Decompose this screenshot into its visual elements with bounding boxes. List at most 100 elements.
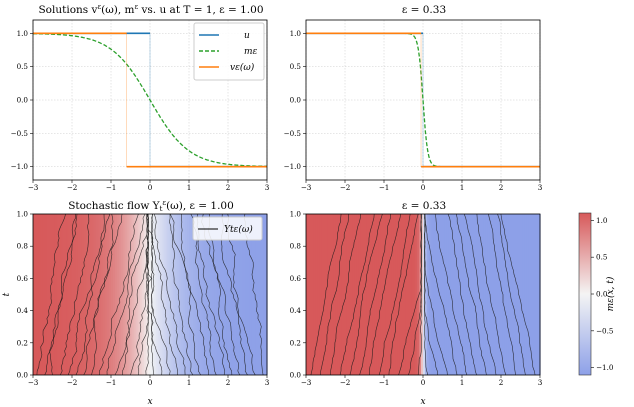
field-cell: [70, 214, 73, 375]
field-cell: [161, 214, 165, 375]
series-m-line: [33, 33, 267, 167]
flow-line: [320, 213, 350, 376]
field-cell: [438, 214, 442, 375]
field-cell: [237, 214, 241, 375]
x-tick-label: 2: [226, 378, 231, 387]
field-cell: [255, 214, 258, 375]
field-cell: [79, 214, 83, 375]
field-cell: [458, 214, 461, 375]
field-cell: [380, 214, 383, 375]
field-cell: [502, 214, 506, 375]
field-cell: [42, 214, 46, 375]
flow-line: [330, 213, 361, 376]
field-cell: [350, 214, 354, 375]
flow-line: [60, 213, 90, 376]
bottom-right-title: ε = 0.33: [402, 200, 446, 212]
field-cell: [263, 214, 266, 375]
field-cell: [241, 214, 245, 375]
field-cell: [206, 214, 210, 375]
y-tick-label: 0.0: [17, 371, 29, 380]
field-cell: [321, 214, 325, 375]
field-cell: [411, 214, 414, 375]
flow-line: [75, 213, 105, 376]
field-cell: [415, 214, 418, 375]
field-cell: [339, 214, 342, 375]
field-cell: [391, 214, 395, 375]
y-tick-label: 1.0: [290, 210, 302, 219]
field-cell: [177, 214, 180, 375]
field-cell: [348, 214, 352, 375]
field-cell: [222, 214, 225, 375]
field-cell: [265, 214, 268, 375]
field-cell: [487, 214, 490, 375]
field-cell: [329, 214, 332, 375]
field-cell: [514, 214, 518, 375]
field-cell: [526, 214, 529, 375]
field-cell: [358, 214, 362, 375]
field-cell: [136, 214, 139, 375]
field-cell: [452, 214, 455, 375]
x-tick-label: −3: [28, 183, 39, 192]
top-right-plot: −3 −2 −1 0 1 2 3 −1.0 −0.5 0.0 0.5 1.0: [284, 19, 543, 192]
x-tick-label: 0: [421, 183, 426, 192]
x-axis-label: x: [420, 397, 425, 407]
field-cell: [444, 214, 447, 375]
flow-line: [153, 213, 186, 376]
field-cell: [409, 214, 412, 375]
field-cell: [460, 214, 463, 375]
field-cell: [395, 214, 399, 375]
field-cell: [335, 214, 338, 375]
field-cell: [384, 214, 387, 375]
field-cell: [48, 214, 52, 375]
legend-flow-label: Ytε(ω): [224, 224, 253, 235]
field-cell: [325, 214, 329, 375]
field-cell: [407, 214, 410, 375]
bottom-left-legend: Ytε(ω): [192, 216, 263, 241]
field-cell: [477, 214, 481, 375]
colorbar-tick-label: −1.0: [596, 363, 614, 372]
x-tick-label: −1: [379, 378, 390, 387]
field-cell: [251, 214, 254, 375]
field-cell: [208, 214, 212, 375]
field-cell: [194, 214, 198, 375]
field-cell: [212, 214, 215, 375]
flow-line: [146, 213, 171, 376]
field-cell: [538, 214, 541, 375]
y-tick-label: 0.8: [17, 242, 29, 251]
y-tick-label: 0.2: [290, 338, 301, 347]
field-cell: [126, 214, 130, 375]
field-cell: [421, 214, 424, 375]
flow-line: [196, 213, 226, 376]
flow-line: [169, 213, 194, 376]
field-cell: [218, 214, 221, 375]
y-tick-label: 0.5: [290, 62, 302, 71]
field-cell: [430, 214, 434, 375]
field-cell: [157, 214, 161, 375]
y-tick-label: 1.0: [17, 29, 29, 38]
flow-line: [310, 213, 342, 376]
field-cell: [501, 214, 504, 375]
field-cell: [111, 214, 114, 375]
y-tick-label: −0.5: [284, 129, 302, 138]
field-cell: [196, 214, 200, 375]
field-cell: [364, 214, 368, 375]
field-cell: [214, 214, 217, 375]
colorbar-tick-label: 0.0: [596, 290, 608, 299]
field-cell: [424, 214, 428, 375]
field-cell: [475, 214, 479, 375]
field-cell: [385, 214, 389, 375]
field-cell: [401, 214, 405, 375]
flow-line: [455, 213, 487, 376]
field-cell: [62, 214, 65, 375]
field-cell: [456, 214, 459, 375]
field-cell: [44, 214, 48, 375]
x-tick-label: 0: [148, 183, 153, 192]
x-tick-label: 1: [460, 183, 465, 192]
field-cell: [134, 214, 137, 375]
field-cell: [38, 214, 42, 375]
x-tick-label: −1: [379, 183, 390, 192]
field-cell: [187, 214, 190, 375]
field-cell: [73, 214, 77, 375]
field-cell: [185, 214, 188, 375]
